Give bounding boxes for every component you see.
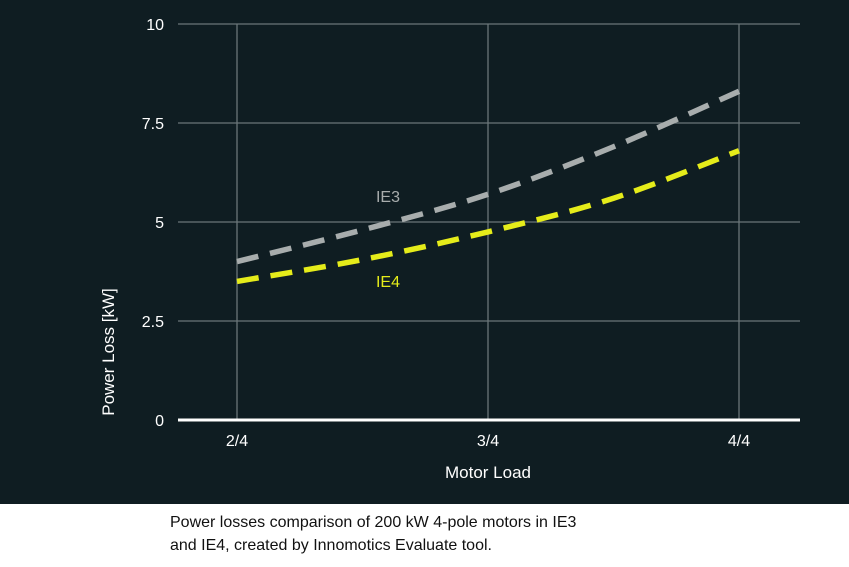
chart-panel: 0 2.5 5 7.5 10 2/4 3/4 4/4 IE3 IE4 Motor Load Pow… (0, 0, 849, 504)
y-axis-title: Power Loss [kW] (99, 288, 118, 416)
caption-line-1: Power losses comparison of 200 kW 4-pole… (170, 514, 577, 531)
y-tick-label: 5 (155, 215, 164, 232)
x-axis-title: Motor Load (445, 463, 531, 482)
series-line-ie3 (236, 88, 741, 265)
x-tick-label: 3/4 (477, 433, 499, 450)
y-tick-label: 7.5 (142, 116, 164, 133)
labels: 0 2.5 5 7.5 10 2/4 3/4 4/4 IE3 IE4 (142, 17, 750, 450)
series (236, 88, 741, 285)
figure-caption: Power losses comparison of 200 kW 4-pole… (170, 511, 790, 557)
series-label-ie4: IE4 (376, 274, 400, 291)
x-tick-label: 2/4 (226, 433, 248, 450)
caption-line-2: and IE4, created by Innomotics Evaluate … (170, 537, 492, 554)
y-tick-label: 2.5 (142, 314, 164, 331)
y-tick-label: 10 (146, 17, 164, 34)
x-tick-label: 4/4 (728, 433, 750, 450)
y-tick-label: 0 (155, 413, 164, 430)
series-line-ie4 (236, 148, 740, 285)
series-label-ie3: IE3 (376, 189, 400, 206)
power-loss-chart: 0 2.5 5 7.5 10 2/4 3/4 4/4 IE3 IE4 Motor Load Pow… (99, 17, 800, 482)
grid (178, 23, 800, 420)
